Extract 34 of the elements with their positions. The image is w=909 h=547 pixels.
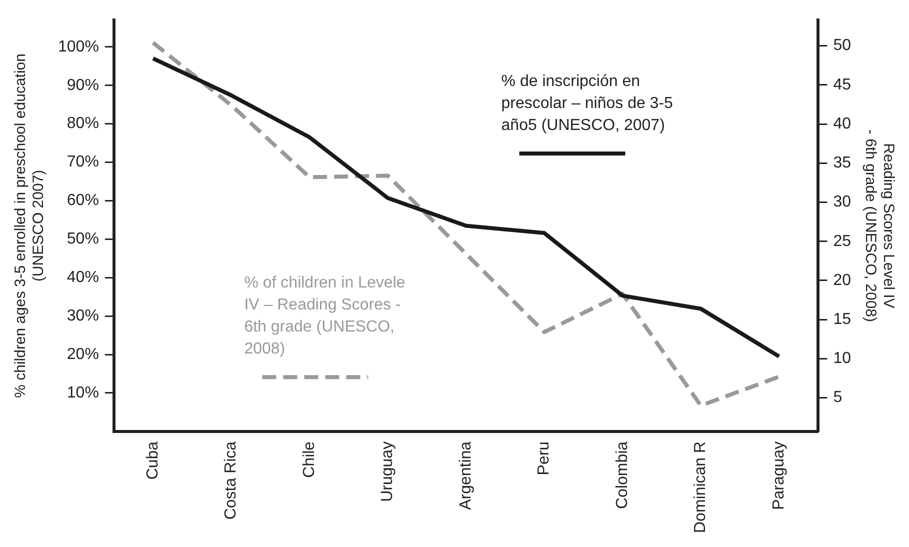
x-tick-label: Dominican R bbox=[692, 441, 710, 534]
y-tick-label: 20% bbox=[66, 346, 99, 363]
y2-tick-label: 20 bbox=[833, 272, 852, 289]
x-tick-label: Uruguay bbox=[379, 441, 396, 502]
y-tick-label: 30% bbox=[66, 307, 99, 324]
line-series bbox=[151, 40, 782, 408]
y-tick-label: 50% bbox=[66, 230, 99, 248]
y2-tick-label: 45 bbox=[833, 76, 852, 94]
y2-axis-title: Reading Scores Level IV - 6th grade (UNESCO, 2008) bbox=[862, 129, 897, 322]
y-tick-label: 10% bbox=[66, 384, 99, 402]
y-tick-label: 60% bbox=[66, 192, 99, 210]
y2-tick-label: 5 bbox=[833, 389, 842, 406]
y-tick-label: 40% bbox=[66, 269, 99, 286]
x-tick-label: Colombia bbox=[614, 441, 631, 510]
y2-tick-label: 50 bbox=[833, 37, 852, 54]
y-tick-label: 100% bbox=[58, 38, 99, 56]
y2-tick-label: 10 bbox=[833, 350, 852, 368]
x-tick-label: Chile bbox=[300, 441, 318, 478]
x-tick-label: Cuba bbox=[144, 441, 162, 480]
x-tick-label: Argentina bbox=[457, 441, 474, 510]
y2-tick-label: 35 bbox=[833, 154, 852, 172]
text: % de inscripción en prescolar – niños de 3-5 año5 (UNESCO, 2007) bbox=[501, 72, 674, 134]
y-tick-label: 70% bbox=[66, 154, 99, 171]
y2-tick-label: 40 bbox=[833, 115, 852, 132]
y2-tick-label: 30 bbox=[833, 194, 852, 211]
y-tick-label: 90% bbox=[66, 76, 99, 94]
y2-tick-label: 25 bbox=[833, 232, 852, 250]
x-tick-label: Peru bbox=[536, 441, 553, 476]
y-tick-label: 80% bbox=[66, 115, 99, 132]
x-tick-label: Costa Rica bbox=[222, 441, 240, 520]
text: % of children in Levele IV – Reading Scores - 6th grade (UNESCO, 2008) bbox=[244, 274, 406, 358]
y-axis-title: % children ages 3-5 enrolled in preschool education (UNESCO 2007) bbox=[12, 54, 48, 398]
y2-tick-label: 15 bbox=[833, 310, 852, 328]
x-tick-label: Paraguay bbox=[770, 441, 788, 510]
